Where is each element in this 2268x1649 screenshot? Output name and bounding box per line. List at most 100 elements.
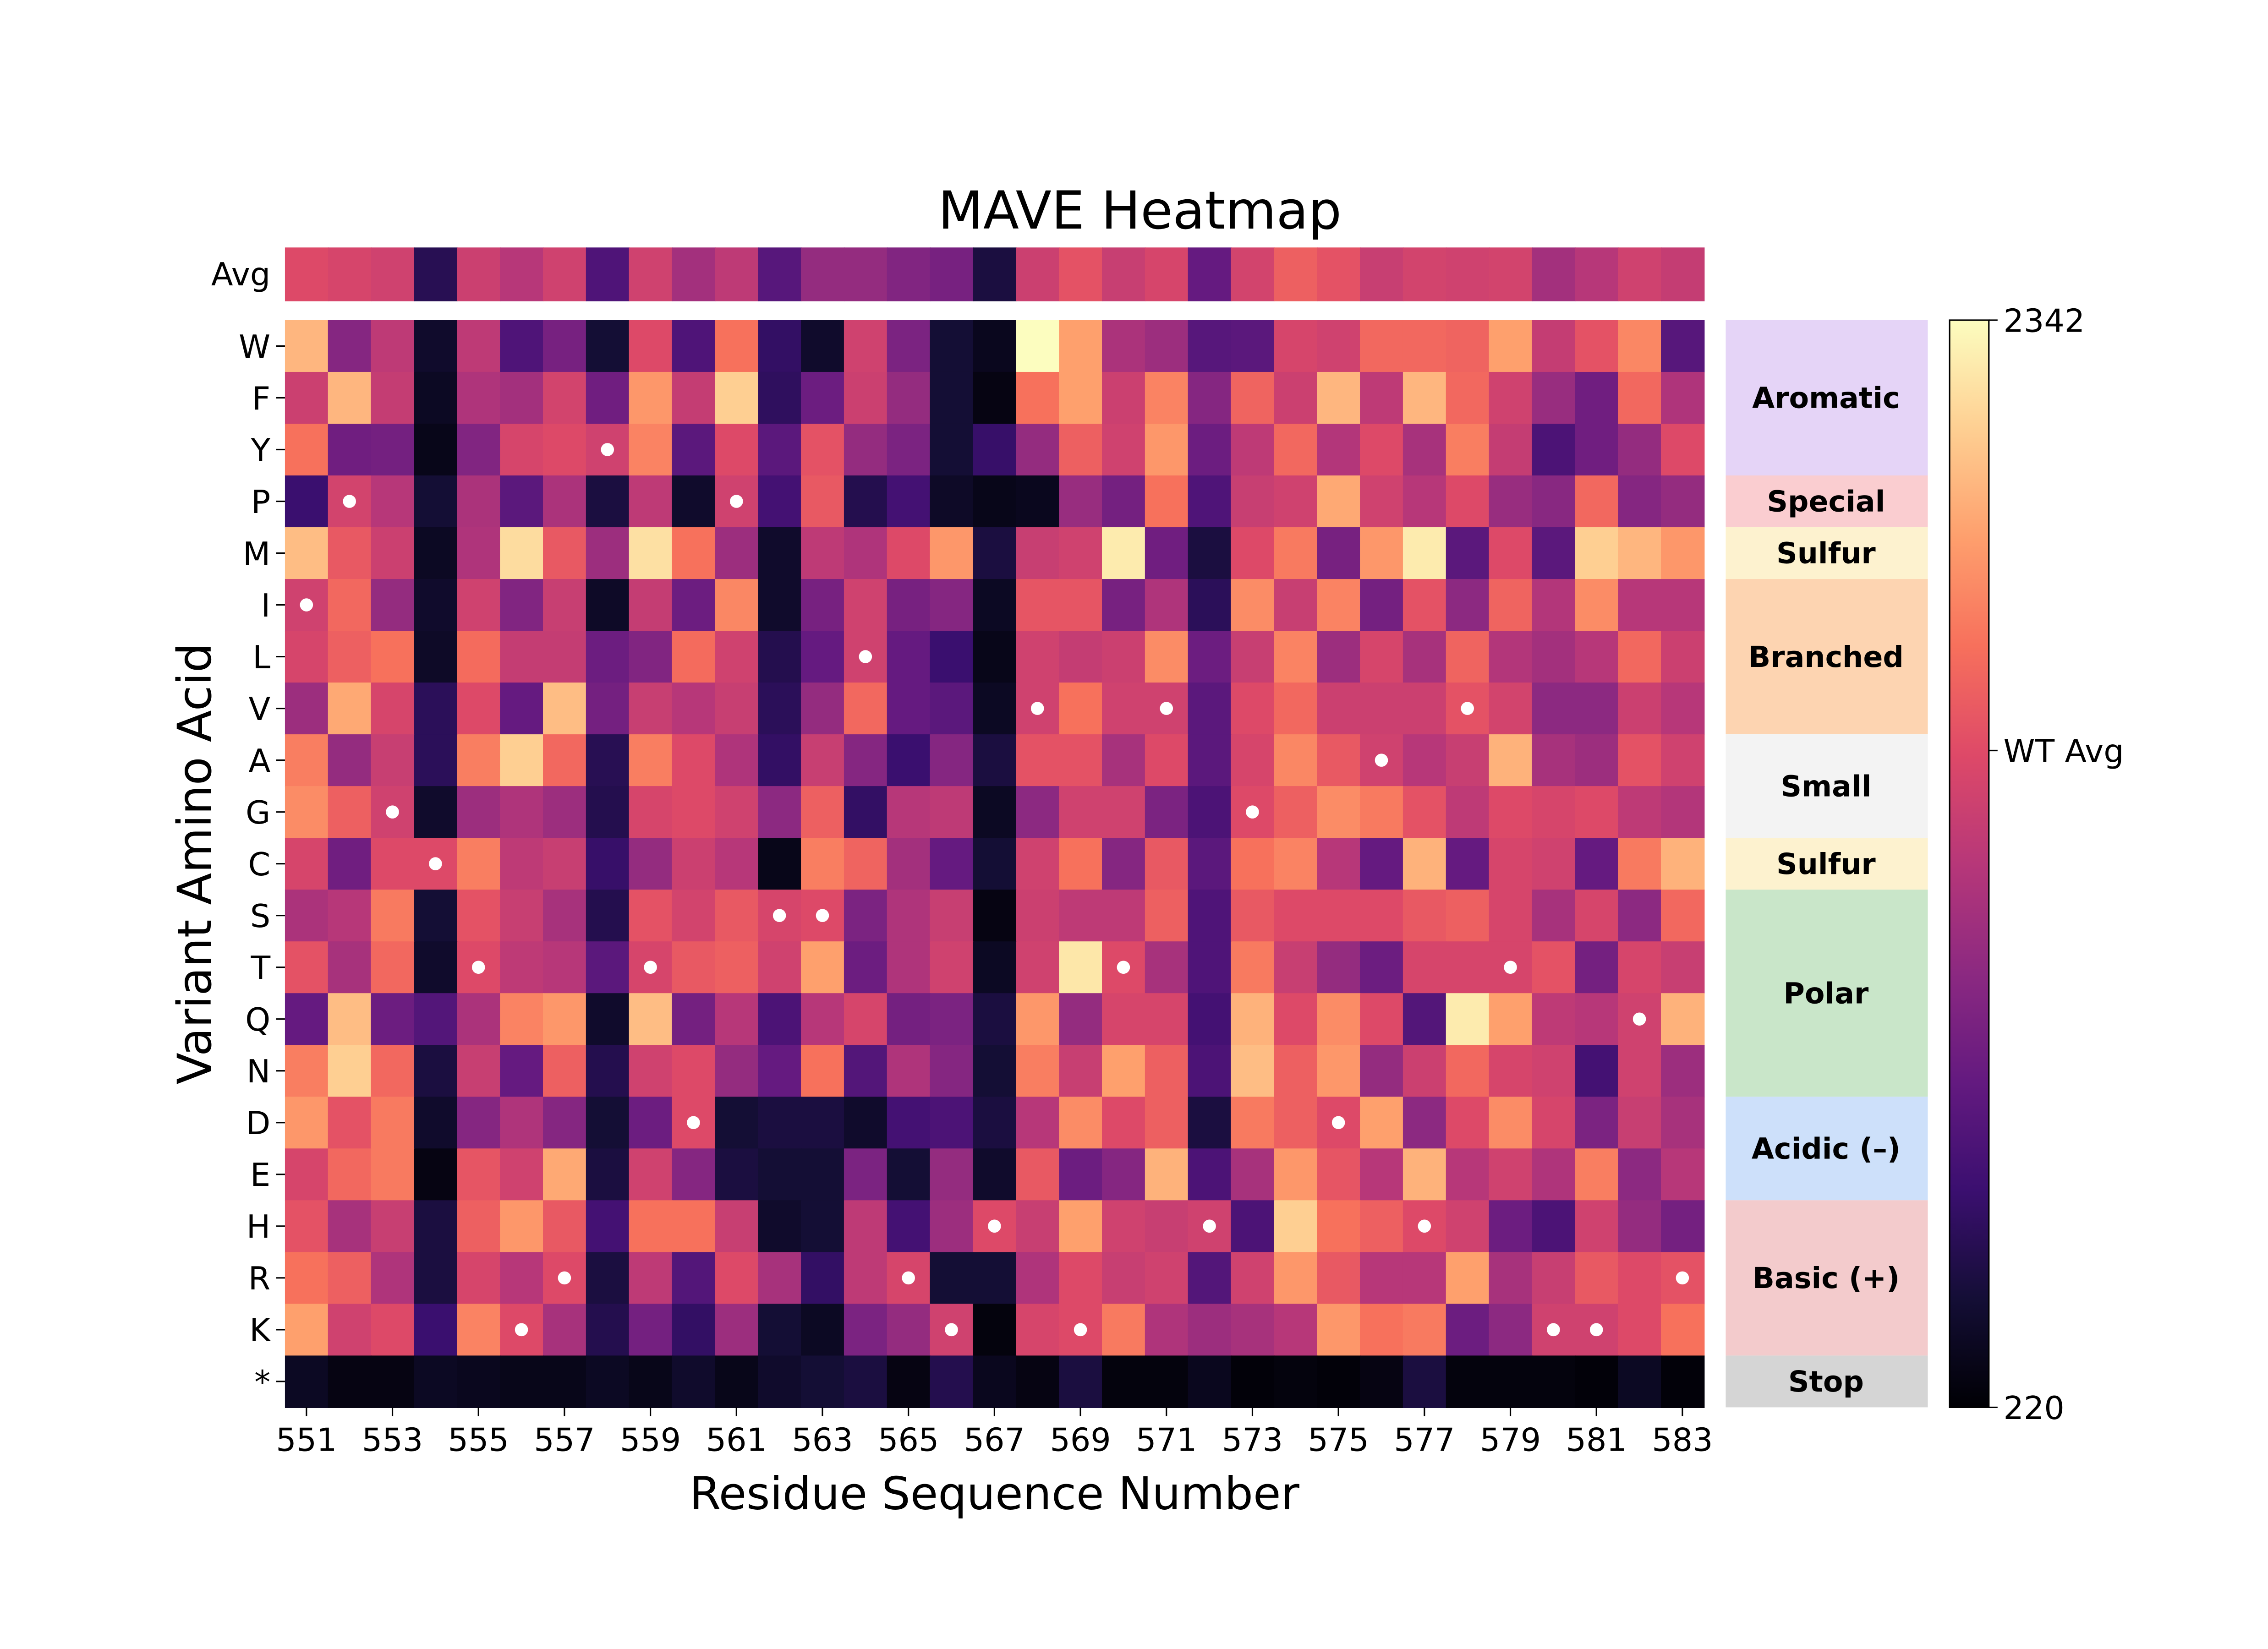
x-tick-label: 565 [878,1422,939,1459]
heatmap-cell [1231,838,1275,890]
heatmap-cell [801,734,845,787]
heatmap-cell [586,993,630,1046]
heatmap-cell [715,1252,759,1305]
heatmap-cell [586,579,630,632]
heatmap-cell [844,1252,888,1305]
heatmap-cell [629,320,673,373]
heatmap-cell [629,1097,673,1149]
wt-marker-dot [601,443,614,456]
heatmap-cell [414,371,458,425]
y-tick-label: Y [251,432,271,469]
heatmap-cell [629,993,673,1046]
wt-marker-dot [816,909,829,922]
heatmap-cell [1102,371,1146,425]
heatmap-cell [285,475,329,528]
heatmap-cell [457,527,501,580]
y-tick-label: K [249,1312,271,1349]
heatmap-cell [1231,993,1275,1046]
heatmap-cell [1402,734,1447,787]
wt-marker-dot [988,1219,1001,1233]
heatmap-cell [414,631,458,683]
heatmap-cell [285,631,329,683]
heatmap-cell [1618,320,1662,373]
heatmap-cell [1145,786,1189,839]
heatmap-cell [414,1252,458,1305]
heatmap-cell [1016,786,1060,839]
heatmap-cell [285,1200,329,1253]
heatmap-cell [1402,579,1447,632]
heatmap-cell [1575,527,1619,580]
category-band [1726,1355,1928,1408]
heatmap-cell [1059,527,1103,580]
heatmap-cell [1446,838,1490,890]
heatmap-cell [1016,1252,1060,1305]
heatmap-cell [586,527,630,580]
heatmap-cell [1446,1045,1490,1098]
heatmap-cell [844,475,888,528]
y-tick-label: * [254,1364,270,1401]
colorbar-gradient [1949,319,1990,1408]
heatmap-cell [1360,527,1404,580]
heatmap-cell [1016,941,1060,994]
heatmap-cell [672,941,716,994]
heatmap-cell [1016,423,1060,476]
heatmap-cell [844,1097,888,1149]
heatmap-cell [973,631,1017,683]
heatmap-cell [285,1252,329,1305]
heatmap-cell [1360,838,1404,890]
heatmap-cell [371,527,415,580]
heatmap-cell [1059,371,1103,425]
heatmap-cell [371,579,415,632]
heatmap-cell [543,371,587,425]
heatmap-cell [1532,579,1576,632]
heatmap-cell [672,579,716,632]
heatmap-cell [1145,371,1189,425]
heatmap-cell [1102,683,1146,735]
heatmap-cell [1489,1200,1533,1253]
y-tick-label: D [246,1105,270,1142]
heatmap-cell [1016,527,1060,580]
heatmap-cell [1231,1148,1275,1201]
heatmap-cell [715,371,759,425]
heatmap-cell [1188,423,1232,476]
heatmap-cell [1059,1200,1103,1253]
heatmap-cell [414,890,458,942]
heatmap-cell [371,993,415,1046]
heatmap-cell [1660,683,1705,735]
heatmap-cell [801,683,845,735]
heatmap-cell [1575,423,1619,476]
heatmap-cell [1102,838,1146,890]
heatmap-cell [1402,320,1447,373]
heatmap-cell [586,320,630,373]
heatmap-cell [1446,786,1490,839]
heatmap-cell [1317,734,1361,787]
category-band [1726,734,1928,838]
heatmap-cell [758,941,802,994]
x-tick-label: 561 [706,1422,767,1459]
heatmap-cell [1660,1304,1705,1356]
avg-row-label: Avg [211,256,270,293]
heatmap-cell [930,423,974,476]
heatmap-cell [1360,631,1404,683]
heatmap-cell [371,683,415,735]
heatmap-cell [371,1200,415,1253]
heatmap-cell [758,683,802,735]
heatmap-cell [1188,838,1232,890]
heatmap-cell [1402,993,1447,1046]
heatmap-cell [887,1045,931,1098]
heatmap-cell [500,475,544,528]
category-label: Acidic (–) [1752,1132,1901,1166]
heatmap-cell [1145,631,1189,683]
heatmap-cell [1231,527,1275,580]
heatmap-cell [1231,734,1275,787]
heatmap-cell [1489,838,1533,890]
heatmap-cell [414,1097,458,1149]
heatmap-cell [1102,423,1146,476]
heatmap-cell [1145,579,1189,632]
heatmap-cell [1660,838,1705,890]
heatmap-cell [328,1252,372,1305]
heatmap-cell [1660,1097,1705,1149]
wt-marker-dot [1246,805,1259,819]
heatmap-cell [1402,786,1447,839]
